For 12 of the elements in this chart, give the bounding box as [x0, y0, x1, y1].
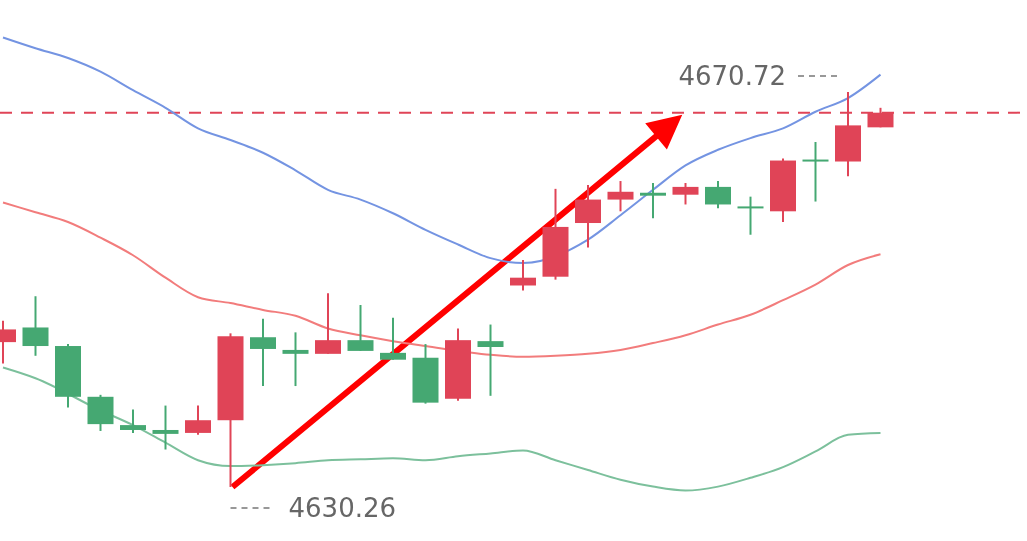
candlestick: [250, 317, 276, 388]
candlestick: [152, 404, 179, 451]
candlestick: [477, 323, 504, 397]
text: 4670.72: [678, 61, 786, 91]
candlestick: [510, 259, 536, 292]
candlestick: [802, 140, 829, 203]
candlestick: [737, 195, 764, 236]
candlestick: [120, 408, 146, 434]
candlestick: [607, 180, 634, 213]
text: 4630.26: [288, 493, 397, 523]
candlestick: [282, 331, 309, 388]
candlestick: [640, 181, 666, 220]
